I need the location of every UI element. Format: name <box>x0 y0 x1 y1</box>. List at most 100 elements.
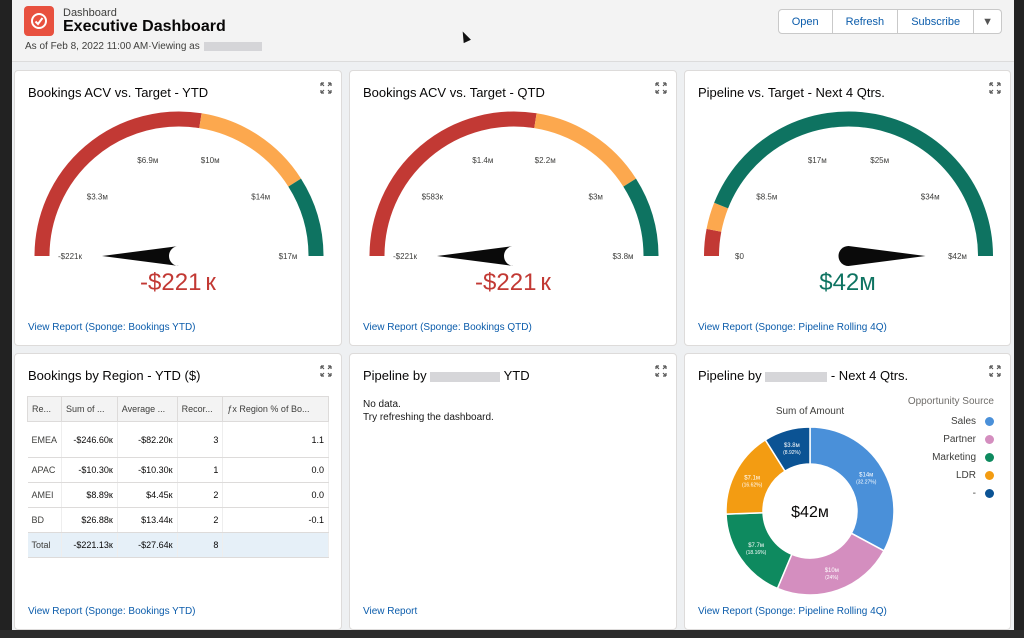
gauge-tick-label: -$221к <box>58 252 82 261</box>
view-report-link[interactable]: View Report (Sponge: Bookings QTD) <box>363 322 532 333</box>
table-cell: EMEA <box>27 421 63 458</box>
slice-value-label: $3.8м <box>784 443 800 449</box>
table-cell: -$27.64к <box>117 532 178 558</box>
redacted-field <box>765 371 828 382</box>
table-cell: -$221.13к <box>61 532 118 558</box>
slice-percent-label: (32.27%) <box>856 479 877 485</box>
gauge-tick-label: $3м <box>589 193 603 202</box>
region-table-card: Bookings by Region - YTD ($) Re... Sum o… <box>14 353 342 630</box>
gauge-tick-label: $14м <box>251 193 270 202</box>
gauge-tick-label: $42м <box>948 252 967 261</box>
page-title: Executive Dashboard <box>63 18 226 35</box>
os-taskbar <box>0 630 1024 638</box>
slice-percent-label: (16.62%) <box>742 482 763 488</box>
table-cell: $13.44к <box>117 507 178 533</box>
column-header-region[interactable]: Re... <box>26 396 63 422</box>
gauge-card-pipeline: Pipeline vs. Target - Next 4 Qtrs. $0 $8.… <box>684 70 1011 346</box>
refresh-hint-text: Try refreshing the dashboard. <box>363 412 494 423</box>
slice-percent-label: (24%) <box>825 575 839 581</box>
table-cell: 1 <box>177 457 224 483</box>
refresh-button[interactable]: Refresh <box>832 9 899 34</box>
column-header-records[interactable]: Recor... <box>176 396 224 422</box>
table-row: BD $26.88к $13.44к 2 -0.1 <box>27 507 329 533</box>
card-title: Bookings ACV vs. Target - QTD <box>363 85 545 100</box>
table-cell: BD <box>27 507 63 533</box>
legend-label: Marketing <box>932 452 976 463</box>
table-cell: 3 <box>177 421 224 458</box>
table-cell: Total <box>27 532 63 558</box>
gauge-band-orange <box>534 113 637 187</box>
breadcrumb[interactable]: Dashboard <box>63 7 117 19</box>
legend-item[interactable]: LDR <box>956 470 994 481</box>
legend-swatch <box>985 453 994 462</box>
expand-icon[interactable] <box>320 365 332 377</box>
slice-value-label: $7.7м <box>748 543 764 549</box>
view-report-link[interactable]: View Report (Sponge: Pipeline Rolling 4Q… <box>698 322 887 333</box>
donut-chart[interactable]: $14м(32.27%)$10м(24%)$7.7м(18.16%)$7.1м(… <box>705 416 915 606</box>
gauge-needle <box>838 246 926 266</box>
table-cell: -$246.60к <box>61 421 118 458</box>
gauge-needle <box>437 246 514 266</box>
donut-center-total: $42м <box>791 504 829 521</box>
expand-icon[interactable] <box>989 365 1001 377</box>
header-button-group: Open Refresh Subscribe ▼ <box>777 9 1002 34</box>
legend-item[interactable]: Partner <box>943 434 994 445</box>
column-header-sum[interactable]: Sum of ... <box>61 396 118 422</box>
card-title: Pipeline vs. Target - Next 4 Qtrs. <box>698 85 885 100</box>
expand-icon[interactable] <box>655 365 667 377</box>
gauge-band-orange <box>199 113 302 187</box>
card-title: Bookings by Region - YTD ($) <box>28 368 201 383</box>
chevron-down-icon: ▼ <box>982 15 993 28</box>
pipeline-ytd-card: Pipeline by YTD No data. Try refreshing … <box>349 353 677 630</box>
window-edge-right <box>1014 0 1024 638</box>
legend-label: LDR <box>955 470 976 481</box>
table-row: AMEI $8.89к $4.45к 2 0.0 <box>27 482 329 508</box>
table-cell: -$10.30к <box>61 457 118 483</box>
legend-swatch <box>985 417 994 426</box>
gauge-value: -$221 к <box>475 269 551 296</box>
table-cell: $8.89к <box>61 482 118 508</box>
donut-slice-sales <box>809 426 895 552</box>
expand-icon[interactable] <box>320 82 332 94</box>
gauge-band-red <box>34 111 202 257</box>
open-button[interactable]: Open <box>777 9 833 34</box>
expand-icon[interactable] <box>655 82 667 94</box>
slice-value-label: $7.1м <box>744 475 760 481</box>
gauge-chart: -$221к $583к $1.4м $2.2м $3м $3.8м <box>369 111 659 266</box>
table-cell: APAC <box>27 457 63 483</box>
gauge-tick-label: $25м <box>870 156 889 165</box>
column-header-region-percent[interactable]: ƒx Region % of Bo... <box>222 396 329 422</box>
view-report-link[interactable]: View Report (Sponge: Bookings YTD) <box>28 606 196 617</box>
gauge-tick-label: $1.4м <box>472 156 493 165</box>
card-title-left: Pipeline by <box>363 368 427 383</box>
legend-item[interactable]: - <box>973 488 994 499</box>
view-report-link[interactable]: View Report (Sponge: Bookings YTD) <box>28 322 196 333</box>
more-actions-button[interactable]: ▼ <box>974 9 1002 34</box>
gauge-card-qtd: Bookings ACV vs. Target - QTD -$221к $583… <box>349 70 677 346</box>
donut-slice- <box>764 426 811 473</box>
subscribe-button[interactable]: Subscribe <box>898 9 975 34</box>
view-report-link[interactable]: View Report (Sponge: Pipeline Rolling 4Q… <box>698 606 887 617</box>
table-cell: 2 <box>177 482 224 508</box>
gauge-tick-label: $3.8м <box>612 252 633 261</box>
no-data-text: No data. <box>363 399 401 410</box>
gauge-tick-label: $3.3м <box>87 193 108 202</box>
legend-item[interactable]: Marketing <box>932 452 994 463</box>
legend-item[interactable]: Sales <box>951 416 994 427</box>
view-report-link[interactable]: View Report <box>363 606 418 617</box>
table-cell: $4.45к <box>117 482 178 508</box>
slice-value-label: $14м <box>859 472 873 478</box>
legend-label: - <box>972 488 976 499</box>
redacted-field <box>430 371 501 382</box>
card-title-left: Pipeline by <box>698 368 762 383</box>
gauge-tick-label: -$221к <box>393 252 417 261</box>
card-title: Bookings ACV vs. Target - YTD <box>28 85 209 100</box>
gauge-tick-label: $6.9м <box>137 156 158 165</box>
gauge-band-teal <box>714 111 993 257</box>
column-header-average[interactable]: Average ... <box>116 396 178 422</box>
dashboard-header: Dashboard Executive Dashboard As of Feb … <box>12 0 1014 62</box>
expand-icon[interactable] <box>989 82 1001 94</box>
dashboard-area: Dashboard Executive Dashboard As of Feb … <box>12 0 1014 632</box>
legend-label: Sales <box>950 416 976 427</box>
gauge-tick-label: $17м <box>279 252 298 261</box>
